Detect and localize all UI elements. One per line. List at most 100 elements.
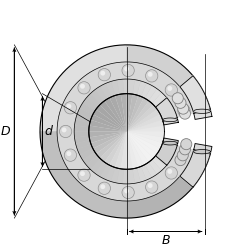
Circle shape — [175, 154, 186, 166]
Polygon shape — [90, 90, 104, 104]
Polygon shape — [126, 132, 132, 169]
Circle shape — [146, 181, 158, 193]
Polygon shape — [126, 132, 164, 143]
Polygon shape — [180, 76, 212, 120]
Polygon shape — [126, 150, 210, 218]
Circle shape — [124, 66, 129, 71]
Polygon shape — [126, 98, 149, 132]
Circle shape — [181, 138, 192, 150]
Polygon shape — [141, 164, 152, 180]
Polygon shape — [145, 86, 157, 101]
Polygon shape — [96, 132, 126, 158]
Polygon shape — [126, 96, 144, 132]
Circle shape — [167, 169, 172, 174]
Circle shape — [177, 150, 188, 161]
Text: d: d — [44, 125, 52, 138]
Polygon shape — [100, 132, 126, 162]
Polygon shape — [126, 132, 162, 149]
Circle shape — [175, 97, 186, 108]
Polygon shape — [74, 79, 177, 184]
Polygon shape — [126, 94, 138, 132]
Circle shape — [60, 125, 72, 138]
Circle shape — [98, 182, 110, 194]
Circle shape — [66, 151, 71, 156]
Text: B: B — [161, 234, 170, 246]
Polygon shape — [77, 108, 93, 119]
Polygon shape — [76, 114, 91, 123]
Polygon shape — [111, 168, 120, 183]
Polygon shape — [93, 109, 126, 132]
Polygon shape — [82, 152, 98, 165]
Polygon shape — [74, 136, 90, 143]
Polygon shape — [105, 166, 115, 182]
Polygon shape — [89, 126, 126, 132]
Polygon shape — [95, 86, 107, 101]
Polygon shape — [156, 98, 178, 125]
Polygon shape — [163, 141, 178, 145]
Polygon shape — [148, 160, 162, 174]
Polygon shape — [126, 132, 164, 138]
Polygon shape — [162, 112, 177, 122]
Polygon shape — [86, 156, 101, 169]
Circle shape — [172, 93, 183, 104]
Polygon shape — [40, 132, 126, 218]
Polygon shape — [100, 84, 111, 99]
Circle shape — [165, 84, 177, 96]
Polygon shape — [126, 120, 164, 132]
Polygon shape — [155, 97, 170, 110]
Polygon shape — [93, 132, 126, 154]
Polygon shape — [74, 132, 89, 138]
Polygon shape — [180, 144, 212, 187]
Circle shape — [148, 72, 152, 77]
Polygon shape — [126, 132, 153, 162]
Polygon shape — [194, 150, 210, 154]
Polygon shape — [158, 102, 173, 114]
Polygon shape — [126, 126, 164, 132]
Polygon shape — [126, 101, 153, 132]
Circle shape — [148, 183, 152, 188]
Polygon shape — [89, 120, 126, 132]
Polygon shape — [76, 140, 91, 149]
Polygon shape — [91, 132, 126, 149]
Polygon shape — [162, 141, 177, 151]
Polygon shape — [57, 62, 194, 201]
Circle shape — [100, 71, 105, 76]
Polygon shape — [158, 149, 173, 162]
Polygon shape — [115, 132, 126, 169]
Polygon shape — [100, 101, 126, 132]
Polygon shape — [89, 94, 164, 169]
Circle shape — [178, 104, 190, 117]
Polygon shape — [126, 105, 157, 132]
Circle shape — [62, 128, 66, 132]
Polygon shape — [126, 132, 138, 169]
Polygon shape — [89, 132, 126, 143]
Polygon shape — [137, 166, 146, 182]
Circle shape — [178, 103, 189, 114]
Polygon shape — [105, 82, 115, 97]
Circle shape — [180, 106, 185, 112]
Circle shape — [64, 102, 76, 114]
Polygon shape — [110, 96, 126, 132]
Polygon shape — [126, 45, 210, 114]
Polygon shape — [156, 138, 178, 165]
Polygon shape — [91, 114, 126, 132]
Polygon shape — [126, 94, 132, 132]
Circle shape — [80, 171, 85, 176]
Circle shape — [78, 82, 90, 94]
Polygon shape — [155, 153, 170, 166]
Text: D: D — [1, 125, 11, 138]
Circle shape — [66, 104, 71, 109]
Polygon shape — [110, 132, 126, 168]
Polygon shape — [117, 79, 124, 94]
Polygon shape — [126, 132, 160, 154]
Polygon shape — [80, 148, 95, 160]
Polygon shape — [74, 120, 90, 127]
Polygon shape — [95, 162, 107, 177]
Polygon shape — [77, 144, 93, 155]
Circle shape — [78, 169, 90, 181]
Circle shape — [98, 68, 110, 81]
Polygon shape — [126, 114, 162, 132]
Polygon shape — [121, 94, 126, 132]
Polygon shape — [104, 132, 126, 165]
Polygon shape — [163, 118, 178, 122]
